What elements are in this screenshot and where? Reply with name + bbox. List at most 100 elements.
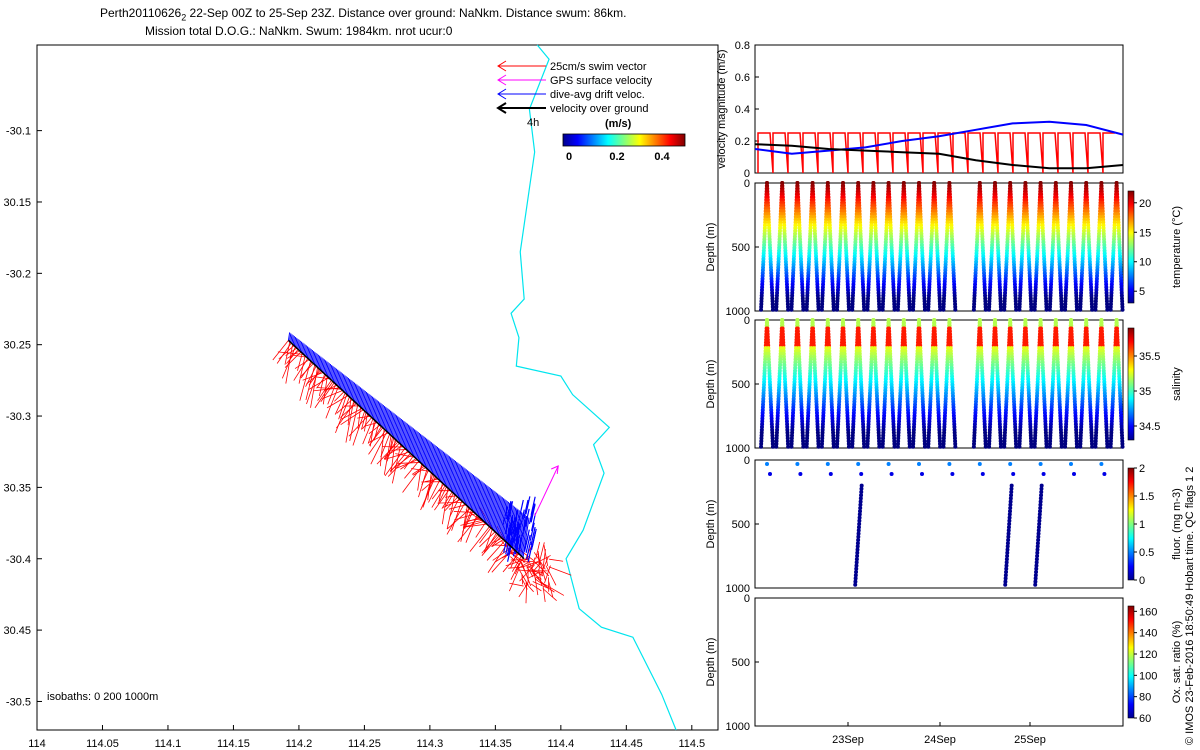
temperature-point [793,231,798,236]
temperature-point [1055,214,1060,219]
temperature-point [900,217,905,222]
temperature-point [867,265,872,270]
salinity-point [830,425,835,430]
drift-vector [425,441,431,469]
salinity-point [859,382,864,387]
temperature-point [1078,293,1083,298]
drift-vector [412,431,418,457]
salinity-point [828,385,833,390]
salinity-point [877,441,882,446]
temperature-point [850,304,855,309]
temperature-point [806,268,811,273]
salinity-point [760,419,765,424]
drift-vector [366,394,371,414]
drift-vector [494,495,501,532]
temperature-point [824,214,829,219]
temperature-point [841,181,845,185]
temperature-point [907,299,912,304]
temperature-point [797,223,802,228]
fluor-point [977,462,982,466]
drift-vector [332,367,336,382]
mission-name: Perth20110626 [100,6,182,20]
drift-vector [506,537,512,557]
temperature-point [775,282,780,287]
temperature-point [822,259,827,264]
temperature-point [1111,242,1116,247]
temperature-point [889,251,894,256]
temperature-point [1097,231,1102,236]
salinity-point [815,422,820,427]
temperature-point [1085,209,1090,214]
temperature-point [835,307,840,312]
temperature-point [1063,290,1068,295]
drift-vector [392,415,398,438]
temperature-point [854,211,859,216]
temperature-point [767,240,772,245]
temperature-point [989,259,994,264]
temperature-point [867,273,872,278]
temperature-point [768,251,773,256]
temperature-point [858,234,863,239]
temperature-point [974,257,979,262]
temperature-point [945,217,950,222]
salinity-point [843,377,848,382]
temperature-point [913,259,918,264]
temperature-point [935,257,940,262]
salinity-point [790,419,795,424]
swim-vector [479,527,492,544]
temperature-point [1119,279,1124,284]
temperature-point [907,296,912,301]
temperature-point [1087,242,1092,247]
temperature-point [1028,290,1033,295]
drift-vector [454,463,460,495]
temperature-point [995,231,1000,236]
drift-vector [351,382,356,400]
salinity-point [838,368,843,373]
temperature-point [1012,273,1017,278]
drift-vector [427,442,433,470]
drift-vector [386,410,392,433]
salinity-point [812,363,817,368]
swim-vector [448,504,467,510]
temperature-point [935,251,940,256]
temperature-point [918,211,923,216]
salinity-point [762,374,767,379]
temperature-point [1019,254,1024,259]
temperature-point [1048,290,1053,295]
drift-vector [458,467,465,499]
temperature-point [781,211,786,216]
legend-arrow-head [497,74,507,86]
temperature-point [929,248,934,253]
salinity-point [844,391,849,396]
salinity-point [845,416,850,421]
temperature-point [857,203,862,208]
temperature-point [1096,240,1101,245]
salinity-point [778,363,783,368]
temperature-point [1080,257,1085,262]
temperature-point [988,279,993,284]
salinity-point [774,439,779,444]
temperature-point [822,251,827,256]
temperature-point [845,271,850,276]
temperature-point [1021,226,1026,231]
drift-vector [307,348,311,360]
temperature-point [1086,228,1091,233]
temperature-point [982,285,987,290]
temperature-point [996,254,1001,259]
temperature-point [835,293,840,298]
drift-vector [483,486,490,522]
temperature-point [853,248,858,253]
temperature-point [778,217,783,222]
temperature-point [816,307,821,312]
drift-vector [365,393,370,413]
salinity-point [782,360,787,365]
salinity-point [842,346,847,351]
salinity-point [876,427,881,432]
salinity-point [791,391,796,396]
temperature-point [926,302,931,307]
salinity-point [762,363,767,368]
salinity-point [872,343,877,348]
temperature-point [776,259,781,264]
salinity-point [1108,444,1113,449]
